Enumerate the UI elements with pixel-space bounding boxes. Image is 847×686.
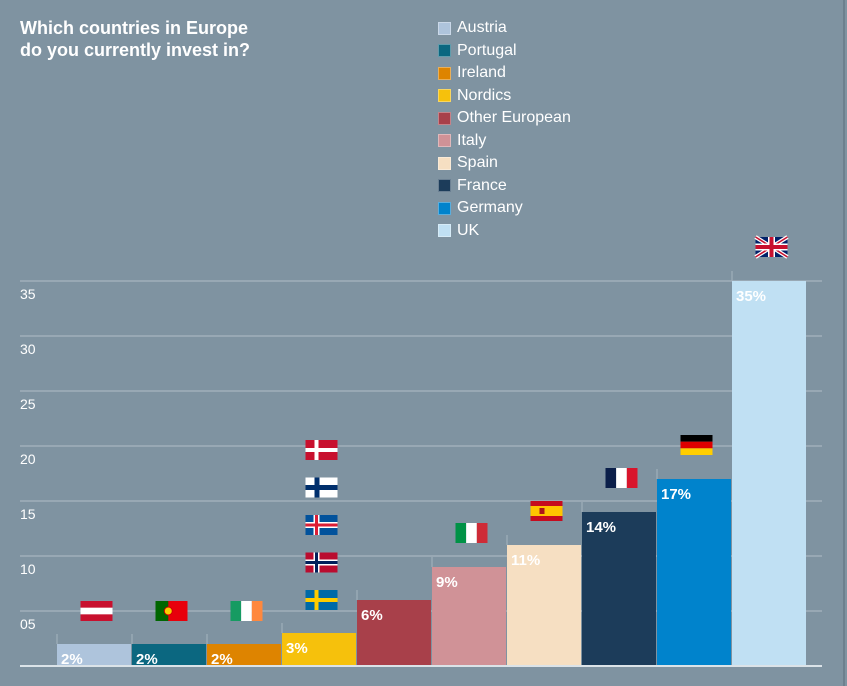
uk-flag xyxy=(754,235,789,259)
legend-label: France xyxy=(457,176,507,194)
bar-value-label: 9% xyxy=(436,574,458,591)
legend-swatch xyxy=(438,111,451,125)
chart-title-line-1: Which countries in Europe xyxy=(20,18,249,38)
bar xyxy=(657,479,731,666)
legend-label: Italy xyxy=(457,131,487,149)
legend-label: Austria xyxy=(457,19,507,37)
legend-item: Other European xyxy=(438,107,571,130)
legend-label: Germany xyxy=(457,199,523,217)
bar-value-label: 14% xyxy=(586,519,616,536)
germany-flag xyxy=(680,435,713,455)
bar-value-label: 11% xyxy=(511,552,540,569)
bar xyxy=(432,567,506,666)
legend-swatch xyxy=(438,134,451,148)
bar-value-label: 3% xyxy=(286,640,308,657)
y-tick-label: 20 xyxy=(20,451,36,467)
bar-value-label: 2% xyxy=(61,651,83,668)
legend-item: Italy xyxy=(438,130,571,153)
legend-item: Austria xyxy=(438,17,571,40)
bar xyxy=(507,545,581,666)
austria-flag xyxy=(80,601,113,621)
legend-item: UK xyxy=(438,220,571,243)
chart-title-line-2: do you currently invest in? xyxy=(20,40,251,60)
legend-label: Spain xyxy=(457,154,498,172)
legend-swatch xyxy=(438,89,451,103)
y-tick-label: 25 xyxy=(20,396,36,412)
france-flag xyxy=(605,468,638,488)
y-tick-label: 35 xyxy=(20,286,36,302)
legend-swatch xyxy=(438,179,451,193)
legend-swatch xyxy=(438,201,451,215)
bar xyxy=(582,512,656,666)
bar-value-label: 6% xyxy=(361,607,383,624)
legend-label: UK xyxy=(457,221,480,239)
legend-label: Other European xyxy=(457,109,571,127)
bar-value-label: 35% xyxy=(736,288,766,305)
spain-flag xyxy=(530,501,563,521)
portugal-flag xyxy=(155,601,188,621)
bar xyxy=(57,644,131,666)
bar-value-label: 2% xyxy=(136,651,158,668)
italy-flag xyxy=(455,523,488,543)
y-tick-label: 30 xyxy=(20,341,36,357)
bar xyxy=(132,644,206,666)
bar xyxy=(357,600,431,666)
bar-value-label: 17% xyxy=(661,486,691,503)
sweden-flag xyxy=(305,590,338,610)
chart-title: Which countries in Europe do you current… xyxy=(20,17,250,61)
legend-swatch xyxy=(438,156,451,170)
y-tick-label: 05 xyxy=(20,616,36,632)
denmark-flag xyxy=(305,440,338,460)
legend-swatch xyxy=(438,44,451,58)
y-tick-label: 15 xyxy=(20,506,36,522)
norway-flag xyxy=(305,552,338,573)
y-tick-label: 10 xyxy=(20,561,36,577)
finland-flag xyxy=(305,477,338,498)
iceland-flag xyxy=(305,515,338,535)
legend-item: Ireland xyxy=(438,62,571,85)
legend-item: Nordics xyxy=(438,85,571,108)
legend-label: Nordics xyxy=(457,86,512,104)
legend-swatch xyxy=(438,66,451,80)
bar-value-label: 2% xyxy=(211,651,233,668)
legend-item: Germany xyxy=(438,197,571,220)
bar xyxy=(282,633,356,666)
bar xyxy=(732,281,806,666)
ireland-flag xyxy=(230,601,263,621)
legend-label: Ireland xyxy=(457,64,506,82)
legend-swatch xyxy=(438,224,451,238)
legend-item: Spain xyxy=(438,152,571,175)
bar xyxy=(207,644,281,666)
chart-legend: Austria Portugal Ireland Nordics Other Europ… xyxy=(438,17,571,242)
legend-item: France xyxy=(438,175,571,198)
legend-swatch xyxy=(438,21,451,35)
legend-label: Portugal xyxy=(457,41,517,59)
legend-item: Portugal xyxy=(438,40,571,63)
